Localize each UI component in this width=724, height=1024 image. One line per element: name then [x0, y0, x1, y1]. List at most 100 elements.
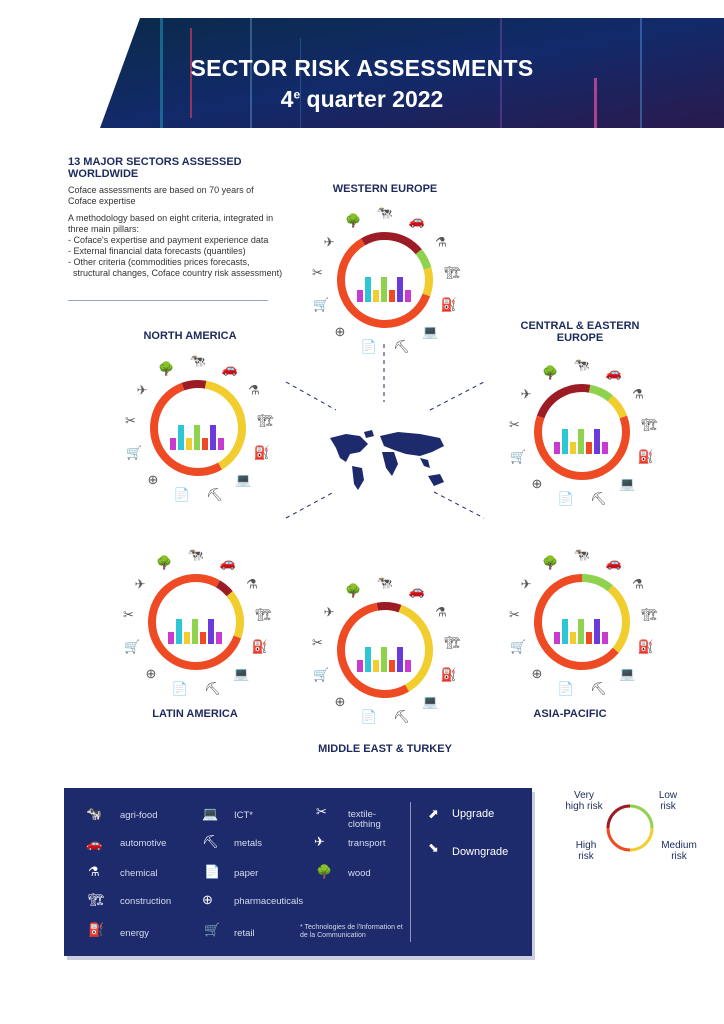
skyline-building [373, 660, 379, 672]
world-map [330, 430, 444, 490]
car-icon: 🚗 [409, 213, 425, 228]
skyline-building [389, 660, 395, 672]
skyline-building [170, 438, 176, 450]
plus-circle-icon: ⊕ [145, 666, 156, 681]
ring-segment [536, 384, 591, 419]
intro-heading: 13 MAJOR SECTORS ASSESSED WORLDWIDE [68, 156, 242, 180]
skyline-building [194, 425, 200, 450]
skyline-building [397, 277, 403, 302]
skyline-building [381, 277, 387, 302]
legend-agri-food: agri-food [120, 810, 158, 821]
legend-chemical: chemical [120, 868, 158, 879]
risk-scale-ring [606, 804, 654, 852]
agri-food-icon: 🐄 [190, 353, 206, 368]
ring-segment [150, 382, 222, 476]
car-icon: 🚗 [606, 365, 622, 380]
connector-lines [285, 344, 485, 519]
tree-icon: 🌳 [345, 582, 361, 598]
skyline-building [570, 632, 576, 644]
shopping-cart-icon: 🛒 [510, 639, 526, 654]
flask-icon: ⚗ [248, 382, 260, 397]
legend-paper: paper [234, 868, 259, 879]
ring-segment [181, 380, 207, 391]
flask-icon: ⚗ [88, 864, 100, 879]
ring-middle-east-turkey [337, 602, 433, 698]
laptop-icon: 💻 [422, 694, 438, 709]
intro-bullet: - External financial data forecasts (qua… [68, 246, 246, 256]
ring-central-eastern-europe [534, 384, 630, 480]
ring-segment [607, 585, 630, 653]
header-banner [100, 18, 724, 128]
laptop-icon: 💻 [619, 666, 635, 681]
transport-icon: ✈ [314, 834, 325, 849]
shopping-cart-icon: 🛒 [124, 639, 140, 654]
ring-segment [415, 249, 432, 270]
shopping-cart-icon: 🛒 [510, 449, 526, 464]
skyline-building [389, 290, 395, 302]
transport-icon: ✈ [137, 382, 148, 397]
ring-segment [534, 574, 619, 670]
plus-circle-icon: ⊕ [202, 892, 213, 907]
skyline-building [208, 619, 214, 644]
region-label-asia-pacific: ASIA-PACIFIC [533, 708, 607, 720]
ring-segment [337, 238, 431, 328]
transport-icon: ✈ [135, 576, 146, 591]
risk-medium-label: Medium risk [661, 840, 697, 862]
ring-segment [361, 232, 422, 255]
fuel-pump-icon: ⛽ [88, 922, 105, 937]
crane-icon: 🏗 [255, 607, 272, 622]
skyline-building [554, 442, 560, 454]
skyline-building [186, 438, 192, 450]
tree-icon: 🌳 [158, 360, 174, 376]
crane-icon: 🏗 [641, 417, 658, 432]
laptop-icon: 💻 [233, 666, 249, 681]
crane-icon: 🏗 [88, 892, 105, 907]
ring-segment [581, 574, 613, 592]
skyline-building [168, 632, 174, 644]
skyline-building [357, 660, 363, 672]
risk-low-label: Low risk [658, 790, 678, 812]
legend-wood: wood [348, 868, 371, 879]
metal-cart-icon: ⛏ [590, 681, 607, 696]
agri-food-icon: 🐄 [377, 205, 393, 220]
metal-cart-icon: ⛏ [204, 681, 221, 696]
paper-icon: 📄 [172, 681, 188, 696]
upgrade-arrow-icon: ⬈ [428, 806, 439, 821]
skyline-building [562, 619, 568, 644]
legend-retail: retail [234, 928, 255, 939]
intro-text: 13 MAJOR SECTORS ASSESSED WORLDWIDE Cofa… [68, 156, 283, 279]
skyline-building [184, 632, 190, 644]
tree-icon: 🌳 [542, 364, 558, 380]
legend-upgrade: Upgrade [452, 808, 495, 820]
plus-circle-icon: ⊕ [147, 472, 158, 487]
skyline-building [365, 647, 371, 672]
crane-icon: 🏗 [444, 635, 461, 650]
car-icon: 🚗 [222, 361, 238, 376]
skyline-building [602, 632, 608, 644]
agri-food-icon: 🐄 [574, 357, 590, 372]
ring-western-europe [337, 232, 433, 328]
skyline-building [216, 632, 222, 644]
agri-food-icon: 🐄 [377, 575, 393, 590]
ring-segment [534, 415, 630, 480]
crane-icon: 🏗 [641, 607, 658, 622]
intro-paragraph-1: Coface assessments are based on 70 years… [68, 185, 254, 206]
ring-segment [337, 602, 409, 698]
paper-icon: 📄 [174, 487, 190, 502]
shopping-cart-icon: 🛒 [313, 667, 329, 682]
sewing-icon: ✂ [123, 607, 134, 622]
transport-icon: ✈ [521, 386, 532, 401]
plus-circle-icon: ⊕ [531, 666, 542, 681]
ring-north-america [150, 380, 246, 476]
skyline-building [562, 429, 568, 454]
metal-cart-icon: ⛏ [202, 834, 219, 849]
car-icon: 🚗 [86, 836, 103, 851]
laptop-icon: 💻 [619, 476, 635, 491]
tree-icon: 🌳 [345, 212, 361, 228]
shopping-cart-icon: 🛒 [204, 922, 221, 937]
transport-icon: ✈ [324, 604, 335, 619]
laptop-icon: 💻 [202, 806, 219, 821]
paper-icon: 📄 [361, 709, 377, 724]
intro-bullet: - Coface's expertise and payment experie… [68, 235, 269, 245]
